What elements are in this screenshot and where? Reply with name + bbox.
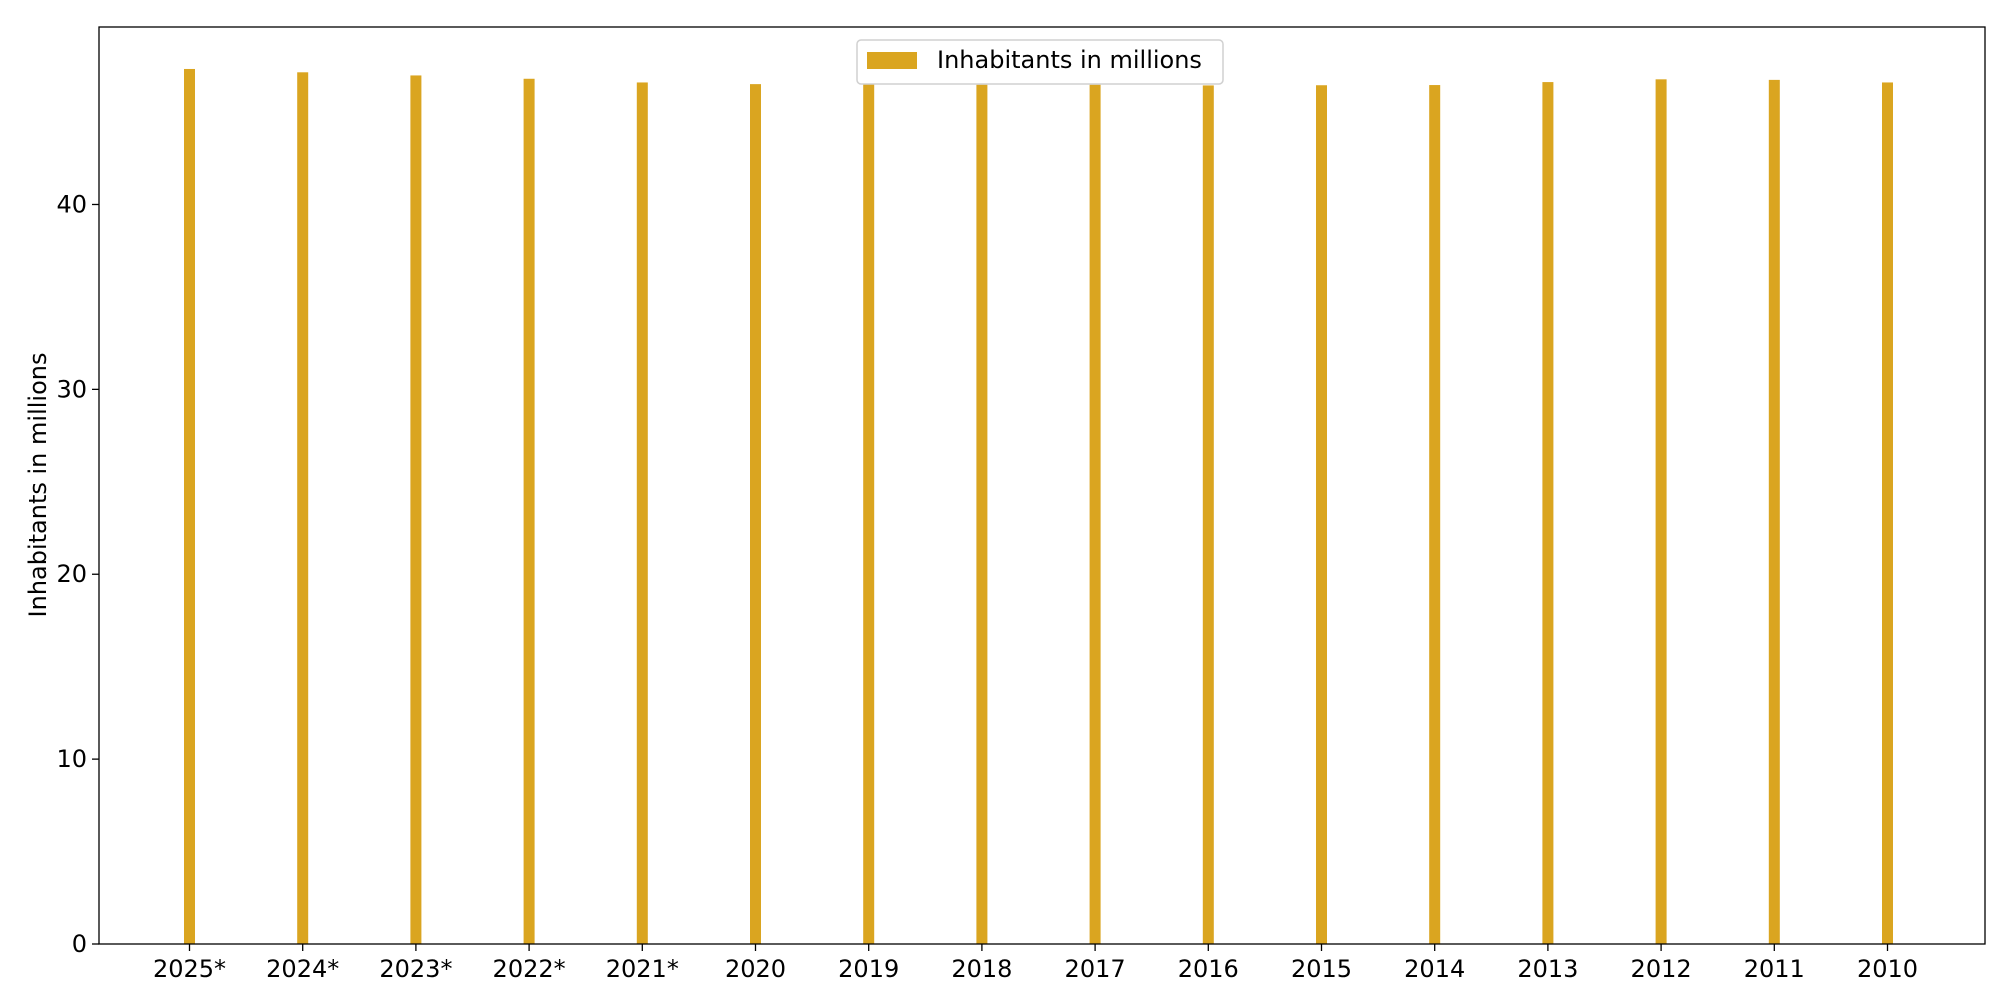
bar-2010 [1882, 82, 1893, 944]
x-tick-label-2022*: 2022* [493, 955, 566, 983]
x-tick-label-2017: 2017 [1065, 955, 1126, 983]
x-tick-label-2019: 2019 [838, 955, 899, 983]
legend-swatch [867, 52, 917, 69]
x-tick-label-2010: 2010 [1857, 955, 1918, 983]
bar-2012 [1655, 79, 1667, 944]
x-tick-label-2014: 2014 [1404, 955, 1465, 983]
bar-2025* [184, 68, 195, 945]
bar-2015 [1316, 85, 1327, 945]
y-tick-label-40: 40 [56, 190, 87, 218]
x-tick-label-2025*: 2025* [153, 955, 226, 983]
x-tick-label-2023*: 2023* [379, 955, 452, 983]
bar-2024* [297, 72, 309, 945]
x-tick-label-2011: 2011 [1744, 955, 1805, 983]
bar-2021* [636, 82, 648, 944]
y-tick-label-0: 0 [72, 930, 87, 958]
bar-2022* [523, 78, 535, 944]
x-tick-label-2024*: 2024* [266, 955, 339, 983]
bar-2017 [1089, 84, 1101, 945]
axes-layer: 0 10 20 30 40 2025* 2024* 2023* 2022* 2021* 2020 20… [56, 26, 1986, 983]
bar-2018 [976, 84, 988, 945]
x-tick-label-2020: 2020 [725, 955, 786, 983]
bar-2016 [1202, 85, 1214, 945]
x-tick-label-2018: 2018 [951, 955, 1012, 983]
y-tick-label-10: 10 [56, 745, 87, 773]
x-tick-label-2012: 2012 [1631, 955, 1692, 983]
bar-2019 [863, 84, 875, 944]
legend: Inhabitants in millions [856, 39, 1224, 85]
bars-layer [184, 68, 1893, 945]
plot-frame [98, 26, 1986, 945]
bar-2013 [1542, 82, 1554, 945]
bar-2014 [1429, 85, 1441, 945]
x-tick-label-2016: 2016 [1178, 955, 1239, 983]
y-axis-label: Inhabitants in millions [24, 353, 52, 618]
legend-label: Inhabitants in millions [937, 46, 1202, 74]
bar-2023* [410, 75, 422, 944]
x-tick-label-2021*: 2021* [606, 955, 679, 983]
bar-2020 [750, 84, 761, 944]
y-tick-label-30: 30 [56, 375, 87, 403]
x-tick-label-2013: 2013 [1517, 955, 1578, 983]
y-tick-label-20: 20 [56, 560, 87, 588]
bar-2011 [1768, 79, 1780, 944]
x-tick-label-2015: 2015 [1291, 955, 1352, 983]
legend-frame [856, 39, 1224, 85]
